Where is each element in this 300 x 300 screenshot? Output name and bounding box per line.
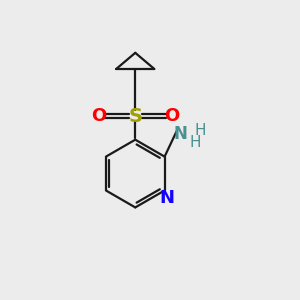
Text: S: S [128,106,142,126]
Text: O: O [164,107,180,125]
Text: N: N [160,189,175,207]
Text: H: H [194,123,206,138]
Text: H: H [190,135,201,150]
Text: N: N [174,125,188,143]
Text: O: O [91,107,106,125]
